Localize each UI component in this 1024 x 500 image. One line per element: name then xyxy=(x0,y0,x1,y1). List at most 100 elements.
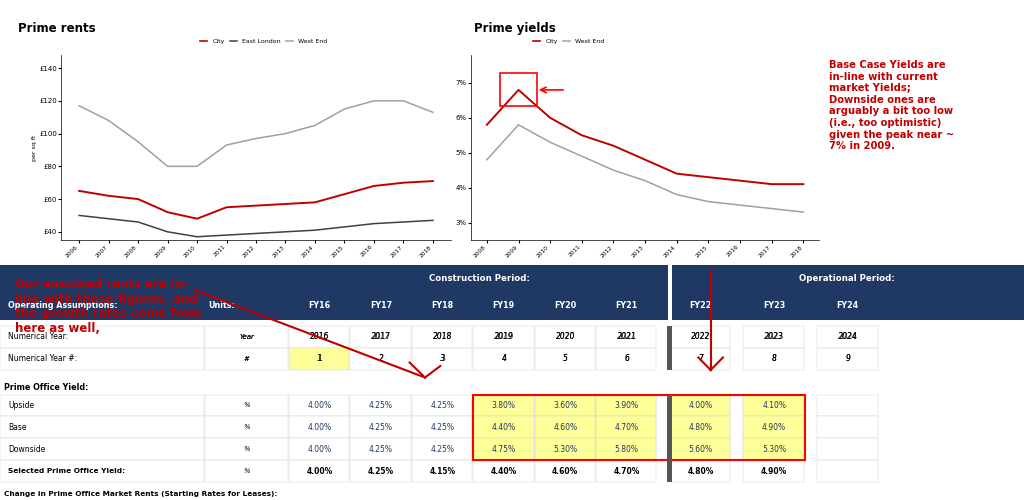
FancyBboxPatch shape xyxy=(743,394,804,416)
Text: 4.60%: 4.60% xyxy=(553,423,578,432)
Text: Change in Prime Office Market Rents (Starting Rates for Leases):: Change in Prime Office Market Rents (Sta… xyxy=(4,492,278,498)
Text: 3.90%: 3.90% xyxy=(614,401,639,410)
FancyBboxPatch shape xyxy=(205,438,288,460)
FancyBboxPatch shape xyxy=(535,438,595,460)
FancyBboxPatch shape xyxy=(817,416,878,438)
FancyBboxPatch shape xyxy=(668,394,673,416)
Text: %: % xyxy=(244,468,250,474)
FancyBboxPatch shape xyxy=(535,394,595,416)
Text: 2024: 2024 xyxy=(839,332,857,342)
FancyBboxPatch shape xyxy=(596,438,656,460)
FancyBboxPatch shape xyxy=(670,348,730,370)
FancyBboxPatch shape xyxy=(289,438,349,460)
FancyBboxPatch shape xyxy=(535,416,595,438)
Text: 4.80%: 4.80% xyxy=(688,423,713,432)
FancyBboxPatch shape xyxy=(668,292,672,320)
FancyBboxPatch shape xyxy=(743,438,804,460)
Text: 3.80%: 3.80% xyxy=(492,401,516,410)
FancyBboxPatch shape xyxy=(473,438,534,460)
Text: 4.10%: 4.10% xyxy=(762,401,786,410)
Text: 5.30%: 5.30% xyxy=(762,444,786,454)
FancyBboxPatch shape xyxy=(289,348,349,370)
Text: #: # xyxy=(244,356,250,362)
Y-axis label: per sq ft: per sq ft xyxy=(32,134,37,160)
FancyBboxPatch shape xyxy=(743,394,804,416)
FancyBboxPatch shape xyxy=(670,416,730,438)
Text: 4.25%: 4.25% xyxy=(369,401,393,410)
Text: 4.15%: 4.15% xyxy=(429,466,456,475)
Text: 2024: 2024 xyxy=(838,332,858,342)
FancyBboxPatch shape xyxy=(473,416,534,438)
FancyBboxPatch shape xyxy=(350,460,411,482)
FancyBboxPatch shape xyxy=(535,416,595,438)
Text: 4.60%: 4.60% xyxy=(553,423,578,432)
FancyBboxPatch shape xyxy=(350,438,411,460)
Text: 2023: 2023 xyxy=(765,332,783,342)
Text: 6: 6 xyxy=(625,354,629,363)
Text: 4.80%: 4.80% xyxy=(688,423,713,432)
FancyBboxPatch shape xyxy=(289,416,349,438)
FancyBboxPatch shape xyxy=(350,394,411,416)
Text: 2017: 2017 xyxy=(371,332,391,342)
FancyBboxPatch shape xyxy=(743,416,804,438)
Text: 2017: 2017 xyxy=(372,332,390,342)
FancyBboxPatch shape xyxy=(0,326,204,348)
FancyBboxPatch shape xyxy=(535,394,595,416)
Text: Selected Prime Office Yield:: Selected Prime Office Yield: xyxy=(8,468,125,474)
Text: 4.25%: 4.25% xyxy=(430,423,455,432)
Text: 4.75%: 4.75% xyxy=(492,444,516,454)
Text: 2023: 2023 xyxy=(764,332,784,342)
FancyBboxPatch shape xyxy=(205,326,288,348)
Text: FY21: FY21 xyxy=(615,302,638,310)
FancyBboxPatch shape xyxy=(350,348,411,370)
FancyBboxPatch shape xyxy=(743,460,804,482)
Text: 4: 4 xyxy=(502,354,506,363)
FancyBboxPatch shape xyxy=(535,460,595,482)
Text: 4.40%: 4.40% xyxy=(492,423,516,432)
Text: Units:: Units: xyxy=(208,302,234,310)
Text: 4: 4 xyxy=(502,354,506,363)
FancyBboxPatch shape xyxy=(596,438,656,460)
Legend: City, West End: City, West End xyxy=(530,36,607,46)
FancyBboxPatch shape xyxy=(743,416,804,438)
FancyBboxPatch shape xyxy=(596,394,656,416)
Text: Base: Base xyxy=(8,423,27,432)
FancyBboxPatch shape xyxy=(205,348,288,370)
Text: 2018: 2018 xyxy=(433,332,452,342)
FancyBboxPatch shape xyxy=(817,326,878,348)
FancyBboxPatch shape xyxy=(596,416,656,438)
Text: 4.10%: 4.10% xyxy=(762,401,786,410)
Text: 1: 1 xyxy=(317,354,322,363)
FancyBboxPatch shape xyxy=(0,348,204,370)
FancyBboxPatch shape xyxy=(668,438,673,460)
Text: 5.80%: 5.80% xyxy=(614,444,639,454)
Text: 2: 2 xyxy=(379,354,383,363)
Text: Construction Period:: Construction Period: xyxy=(429,274,529,283)
Text: 9: 9 xyxy=(846,354,850,363)
FancyBboxPatch shape xyxy=(596,394,656,416)
FancyBboxPatch shape xyxy=(596,348,656,370)
FancyBboxPatch shape xyxy=(473,394,534,416)
FancyBboxPatch shape xyxy=(412,438,472,460)
Text: 4.00%: 4.00% xyxy=(688,401,713,410)
FancyBboxPatch shape xyxy=(596,326,656,348)
FancyBboxPatch shape xyxy=(289,394,349,416)
FancyBboxPatch shape xyxy=(412,460,472,482)
FancyBboxPatch shape xyxy=(668,265,672,292)
Text: 4.80%: 4.80% xyxy=(687,466,714,475)
Text: %: % xyxy=(244,446,250,452)
Text: 2016: 2016 xyxy=(310,332,329,342)
Text: 4.40%: 4.40% xyxy=(490,466,517,475)
Text: Upside: Upside xyxy=(8,401,35,410)
Text: FY16: FY16 xyxy=(308,302,331,310)
FancyBboxPatch shape xyxy=(668,460,673,482)
Text: 4.70%: 4.70% xyxy=(614,423,639,432)
Text: 2019: 2019 xyxy=(494,332,514,342)
Text: 3.90%: 3.90% xyxy=(614,401,639,410)
Text: Operational Period:: Operational Period: xyxy=(799,274,895,283)
Text: 7: 7 xyxy=(698,354,702,363)
FancyBboxPatch shape xyxy=(668,326,673,348)
FancyBboxPatch shape xyxy=(350,416,411,438)
FancyBboxPatch shape xyxy=(205,460,288,482)
Text: 4.00%: 4.00% xyxy=(307,423,332,432)
